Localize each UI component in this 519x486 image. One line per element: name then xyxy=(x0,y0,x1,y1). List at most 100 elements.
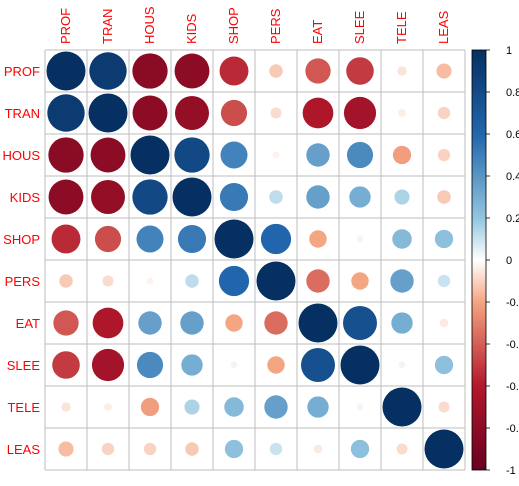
corr-circle-tele-kids xyxy=(184,399,200,415)
corr-circle-leas-kids xyxy=(185,442,199,456)
corr-circle-eat-prof xyxy=(53,310,79,336)
corr-circle-leas-tran xyxy=(101,442,115,456)
corr-circle-eat-shop xyxy=(225,314,243,332)
row-label-slee: SLEE xyxy=(7,358,41,373)
colorbar-gradient xyxy=(471,49,487,471)
column-label-tele: TELE xyxy=(394,11,409,44)
corr-circle-pers-eat xyxy=(306,269,330,293)
column-label-hous: HOUS xyxy=(142,6,157,44)
corr-circle-tele-eat xyxy=(307,396,329,418)
corr-circle-tran-kids xyxy=(175,96,209,130)
corr-circle-kids-eat xyxy=(306,185,330,209)
corr-circle-tele-hous xyxy=(140,397,160,417)
corr-circle-shop-kids xyxy=(177,224,207,254)
corr-circle-tele-tran xyxy=(104,403,112,411)
corr-circle-tran-leas xyxy=(437,106,451,120)
corr-circle-slee-kids xyxy=(181,354,203,376)
corr-circle-eat-hous xyxy=(138,311,162,335)
corr-circle-tele-prof xyxy=(61,402,71,412)
corr-circle-pers-kids xyxy=(185,274,199,288)
corr-circle-tele-tele xyxy=(382,387,422,427)
corr-circle-kids-slee xyxy=(349,186,371,208)
corr-circle-eat-tran xyxy=(92,307,124,339)
row-label-tran: TRAN xyxy=(5,106,40,121)
colorbar-legend: 1 0.8 0.6 0.4 0.2 0 -0.2 -0.4 -0.6 -0.8 -1 xyxy=(471,45,519,477)
corr-circle-tran-slee xyxy=(343,96,377,130)
row-labels: PROF TRAN HOUS KIDS SHOP PERS EAT SLEE TELE LEAS xyxy=(2,64,40,457)
column-label-kids: KIDS xyxy=(184,13,199,44)
corr-circle-pers-tele xyxy=(390,269,414,293)
corr-circle-shop-hous xyxy=(136,225,164,253)
corr-circle-shop-shop xyxy=(214,219,254,259)
corr-circle-hous-hous xyxy=(130,135,170,175)
row-label-prof: PROF xyxy=(4,64,40,79)
corr-circle-leas-slee xyxy=(350,439,370,459)
corr-circle-shop-tran xyxy=(94,225,122,253)
corr-circle-slee-slee xyxy=(340,345,380,385)
row-label-eat: EAT xyxy=(16,316,40,331)
correlation-circles xyxy=(46,51,464,469)
corr-circle-eat-slee xyxy=(343,306,377,340)
colorbar-tick-label: 0.6 xyxy=(506,129,519,141)
corr-circle-eat-pers xyxy=(264,311,288,335)
colorbar-tick-label: -0.4 xyxy=(506,339,519,351)
colorbar-tick-label: 0.8 xyxy=(506,87,519,99)
corr-circle-slee-prof xyxy=(52,351,80,379)
corr-circle-slee-leas xyxy=(434,355,454,375)
corr-circle-leas-pers xyxy=(269,442,283,456)
corr-circle-hous-eat xyxy=(306,143,330,167)
grid xyxy=(44,49,466,471)
corr-circle-prof-pers xyxy=(269,64,283,78)
corr-circle-slee-tele xyxy=(398,361,406,369)
corr-circle-slee-pers xyxy=(267,356,285,374)
corr-circle-eat-kids xyxy=(180,311,204,335)
corr-circle-hous-tele xyxy=(392,145,412,165)
corr-circle-hous-kids xyxy=(174,137,210,173)
corr-circle-leas-shop xyxy=(224,439,244,459)
corr-circle-tran-hous xyxy=(132,95,168,131)
corr-circle-kids-tele xyxy=(394,189,410,205)
corr-circle-prof-eat xyxy=(305,58,331,84)
row-label-tele: TELE xyxy=(7,400,40,415)
corr-circle-shop-eat xyxy=(309,230,327,248)
corr-circle-hous-pers xyxy=(272,151,280,159)
corr-circle-prof-tele xyxy=(397,66,407,76)
corr-circle-hous-shop xyxy=(220,141,248,169)
column-label-prof: PROF xyxy=(58,8,73,44)
corr-circle-hous-leas xyxy=(437,148,451,162)
colorbar-tick-label: -0.6 xyxy=(506,381,519,393)
corr-circle-leas-hous xyxy=(143,442,157,456)
row-label-pers: PERS xyxy=(5,274,41,289)
corr-circle-tele-shop xyxy=(224,397,244,417)
corr-circle-leas-leas xyxy=(424,429,464,469)
corr-circle-tele-slee xyxy=(356,403,364,411)
corr-circle-shop-slee xyxy=(356,235,364,243)
corr-circle-tran-eat xyxy=(302,97,334,129)
corr-circle-shop-leas xyxy=(434,229,454,249)
corr-circle-pers-leas xyxy=(437,274,451,288)
colorbar-tick-label: -0.2 xyxy=(506,297,519,309)
column-label-slee: SLEE xyxy=(352,10,367,44)
corr-circle-tele-pers xyxy=(264,395,288,419)
column-label-pers: PERS xyxy=(268,8,283,44)
corr-circle-leas-prof xyxy=(58,441,74,457)
corr-circle-pers-pers xyxy=(256,261,296,301)
corr-circle-pers-hous xyxy=(146,277,154,285)
colorbar-tick-label: 0 xyxy=(506,255,512,267)
corr-circle-kids-leas xyxy=(437,190,451,204)
corr-circle-tran-tele xyxy=(398,109,406,117)
corr-circle-pers-prof xyxy=(59,274,73,288)
column-labels: PROF TRAN HOUS KIDS SHOP PERS EAT SLEE TELE LEAS xyxy=(58,6,451,44)
corr-circle-slee-eat xyxy=(301,348,335,382)
corr-circle-pers-shop xyxy=(218,265,250,297)
corr-circle-prof-hous xyxy=(132,53,168,89)
corr-circle-slee-tran xyxy=(91,348,125,382)
corr-circle-tele-leas xyxy=(438,401,450,413)
colorbar-tick-label: -0.8 xyxy=(506,423,519,435)
corr-circle-prof-tran xyxy=(89,52,127,90)
column-label-shop: SHOP xyxy=(226,7,241,44)
corr-circle-shop-tele xyxy=(392,229,412,249)
row-label-hous: HOUS xyxy=(2,148,40,163)
corr-circle-kids-kids xyxy=(172,177,212,217)
corr-circle-tran-pers xyxy=(270,107,282,119)
